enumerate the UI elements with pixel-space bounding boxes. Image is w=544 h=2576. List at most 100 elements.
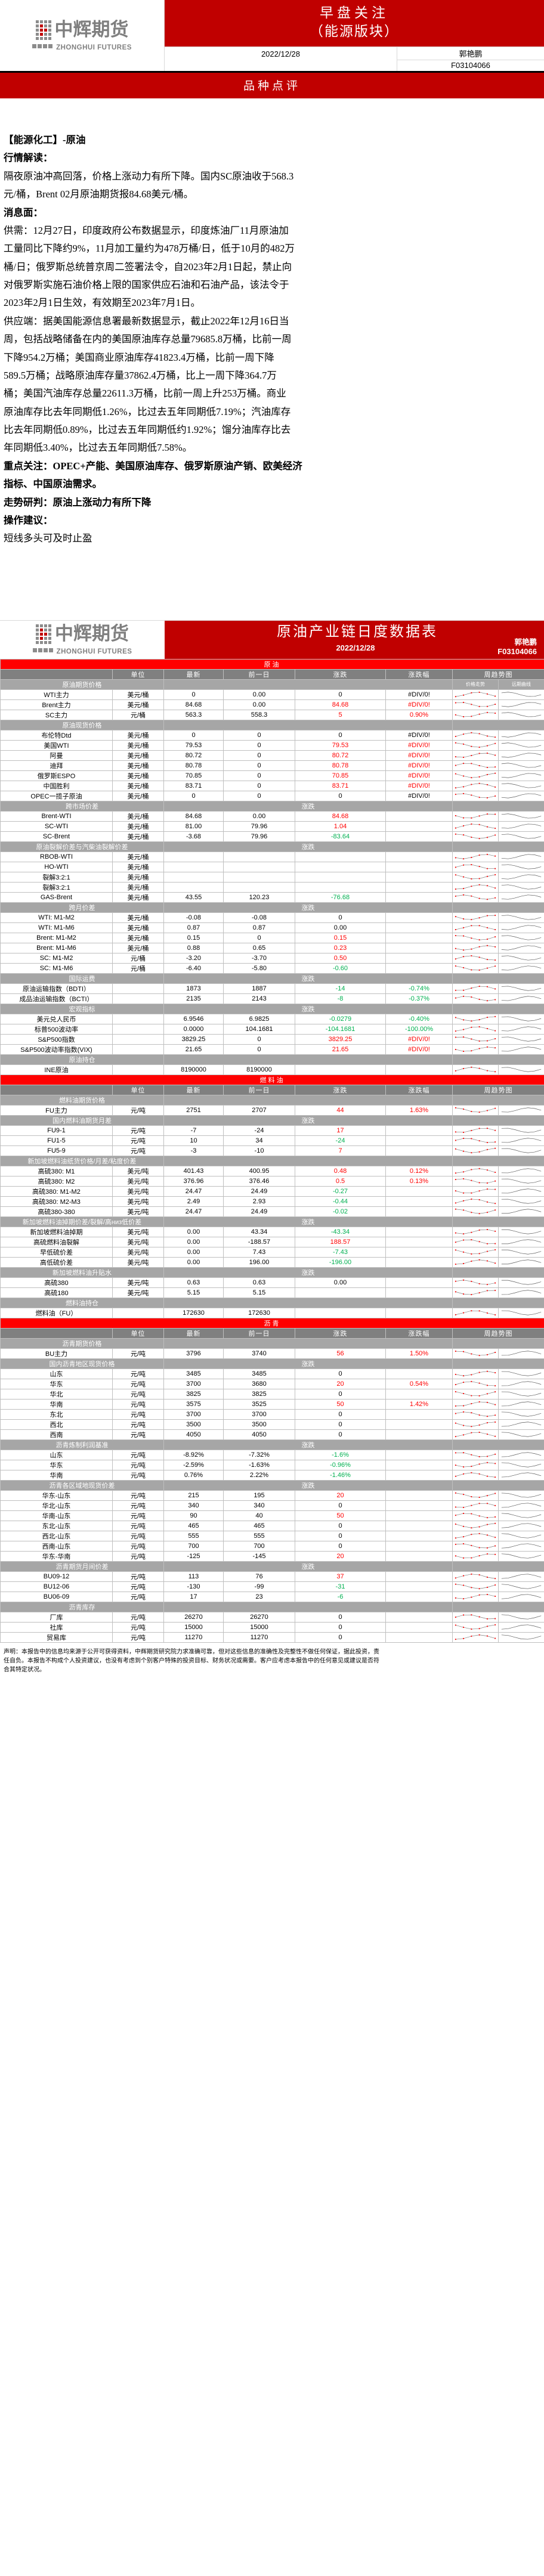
row-change-pct xyxy=(385,1530,453,1541)
row-latest: 0.15 xyxy=(163,932,224,943)
row-latest: -3 xyxy=(163,1145,224,1156)
forward-curve-sparkline xyxy=(498,861,544,872)
row-latest: 6.9546 xyxy=(163,1013,224,1024)
forward-curve-sparkline xyxy=(498,1135,544,1146)
row-unit xyxy=(112,1023,164,1035)
row-change-pct xyxy=(385,1621,453,1633)
table-row: FU9-1 元/吨 -7 -24 17 xyxy=(0,1125,544,1136)
row-change-pct xyxy=(385,1540,453,1552)
row-previous: 3485 xyxy=(223,1368,295,1379)
row-unit: 美元/吨 xyxy=(112,1277,164,1288)
price-trend-sparkline xyxy=(452,1236,499,1247)
row-change: 80.72 xyxy=(295,750,386,761)
row-previous: 0 xyxy=(223,932,295,943)
price-trend-sparkline xyxy=(452,689,499,700)
row-change-pct xyxy=(385,1510,453,1521)
row-change: 84.68 xyxy=(295,810,386,822)
row-previous: 5.15 xyxy=(223,1287,295,1298)
row-change-pct xyxy=(385,1500,453,1511)
row-label: 美元兑人民币 xyxy=(0,1013,113,1024)
group-header-row: 沥青炼制利润基准 涨跌 xyxy=(0,1439,544,1450)
table-row: GAS-Brent 美元/桶 43.55 120.23 -76.68 xyxy=(0,891,544,903)
row-change-pct xyxy=(385,912,453,923)
row-change: -0.96% xyxy=(295,1459,386,1470)
row-change-pct: 1.42% xyxy=(385,1398,453,1410)
price-trend-sparkline xyxy=(452,881,499,893)
table-row: SC: M1-M2 元/桶 -3.20 -3.70 0.50 xyxy=(0,952,544,964)
price-trend-sparkline xyxy=(452,891,499,903)
row-label: 东北-山东 xyxy=(0,1520,113,1531)
row-previous: 24.49 xyxy=(223,1185,295,1197)
table-row: 高硫380: M1 美元/吨 401.43 400.95 0.48 0.12% xyxy=(0,1165,544,1176)
forward-curve-sparkline xyxy=(498,1246,544,1258)
table-row: 高低硫价差 美元/吨 0.00 196.00 -196.00 xyxy=(0,1256,544,1268)
group-label: 原油期货价格 xyxy=(0,679,164,690)
row-unit: 元/吨 xyxy=(112,1591,164,1602)
row-change xyxy=(295,1287,386,1298)
forward-curve-sparkline xyxy=(498,739,544,751)
commentary-heading: 【能源化工】-原油 xyxy=(4,134,86,146)
row-change xyxy=(295,1307,386,1318)
row-latest: -6.40 xyxy=(163,962,224,974)
commentary-line: 下降954.2万桶；美国商业原油库存41823.4万桶，比前一周下降 xyxy=(4,351,274,363)
forward-curve-sparkline xyxy=(498,1469,544,1481)
group-right-label: 涨跌 xyxy=(163,1216,453,1227)
row-label: WTI主力 xyxy=(0,689,113,700)
row-unit: 美元/吨 xyxy=(112,1256,164,1268)
price-trend-sparkline xyxy=(452,1611,499,1623)
group-label: 新加坡燃料油掉期价差/裂解/高низ低价差 xyxy=(0,1216,164,1227)
price-trend-sparkline xyxy=(452,912,499,923)
report-title-block: 早盘关注 （能源版块） xyxy=(165,0,544,47)
row-change: -43.34 xyxy=(295,1226,386,1237)
row-change-pct xyxy=(385,1246,453,1258)
group-spacer xyxy=(163,1155,453,1166)
row-latest xyxy=(163,881,224,893)
row-change-pct xyxy=(385,1287,453,1298)
row-unit xyxy=(112,1307,164,1318)
row-label: 原油运输指数（BDTI） xyxy=(0,983,113,994)
row-unit: 元/吨 xyxy=(112,1368,164,1379)
price-trend-sparkline xyxy=(452,1175,499,1187)
row-unit: 元/吨 xyxy=(112,1550,164,1562)
row-change-pct xyxy=(385,962,453,974)
row-label: Brent-WTI xyxy=(0,810,113,822)
row-previous: -188.57 xyxy=(223,1236,295,1247)
commentary-line: 周，包括战略储备在内的美国原油库存总量79685.8万桶，比前一周 xyxy=(4,333,292,345)
row-latest: 465 xyxy=(163,1520,224,1531)
row-previous: 4050 xyxy=(223,1429,295,1440)
price-trend-sparkline xyxy=(452,821,499,832)
row-previous: 3525 xyxy=(223,1398,295,1410)
group-label: 跨月价差 xyxy=(0,902,164,913)
row-label: 高硫380: M1-M2 xyxy=(0,1185,113,1197)
row-unit: 美元/桶 xyxy=(112,942,164,953)
forward-curve-sparkline xyxy=(498,1145,544,1156)
row-label: 裂解3:2:1 xyxy=(0,871,113,883)
forward-curve-sparkline xyxy=(498,1520,544,1531)
table-row: 高硫380: M1-M2 美元/吨 24.47 24.49 -0.27 xyxy=(0,1185,544,1197)
row-unit xyxy=(112,1033,164,1045)
row-label: 高硫380: M1 xyxy=(0,1165,113,1176)
row-change-pct xyxy=(385,1125,453,1136)
price-trend-sparkline xyxy=(452,1256,499,1268)
commentary-line: 对俄罗斯实施石油价格上限的国家供应石油和石油产品，该法令于 xyxy=(4,279,289,291)
table-row: 高硫380-380 美元/吨 24.47 24.49 -0.02 xyxy=(0,1206,544,1217)
group-spacer-trend xyxy=(452,1114,544,1126)
table-row: BU06-09 元/吨 17 23 -6 xyxy=(0,1591,544,1602)
price-trend-sparkline xyxy=(452,1246,499,1258)
row-latest: 2751 xyxy=(163,1104,224,1116)
row-latest: 3825 xyxy=(163,1388,224,1400)
row-previous: -5.80 xyxy=(223,962,295,974)
row-previous: 11270 xyxy=(223,1631,295,1643)
row-previous: 555 xyxy=(223,1530,295,1541)
forward-curve-sparkline xyxy=(498,1044,544,1055)
forward-curve-sparkline xyxy=(498,993,544,1004)
group-header-row: 国内沥青地区现货价格 涨跌 xyxy=(0,1358,544,1369)
table-row: 裂解3:2:1 美元/桶 xyxy=(0,881,544,893)
row-change: 0.15 xyxy=(295,932,386,943)
group-right-label: 涨跌 xyxy=(163,1267,453,1278)
row-unit: 元/吨 xyxy=(112,1449,164,1460)
brand-name-cn: 中辉期货 xyxy=(54,18,129,41)
group-label: 沥青库存 xyxy=(0,1601,164,1612)
forward-curve-sparkline xyxy=(498,881,544,893)
row-unit: 元/吨 xyxy=(112,1520,164,1531)
